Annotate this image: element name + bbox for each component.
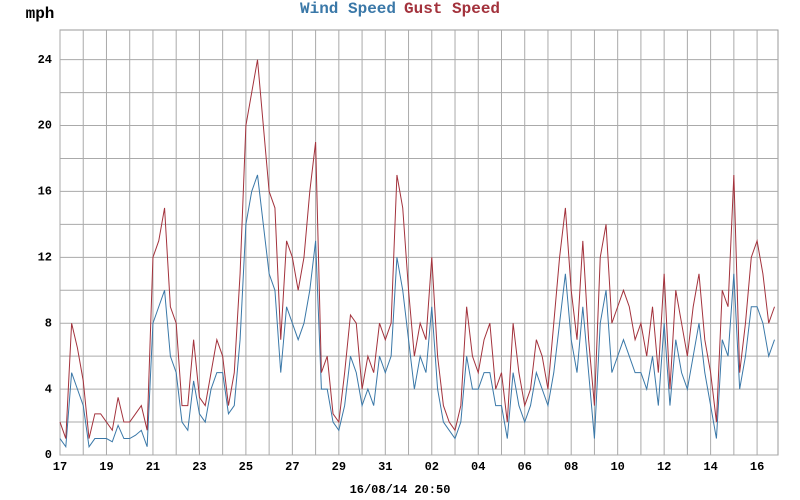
x-tick-label: 12	[657, 460, 671, 474]
y-tick-label: 24	[38, 53, 52, 67]
y-tick-label: 20	[38, 119, 52, 133]
x-tick-label: 14	[703, 460, 717, 474]
y-tick-label: 16	[38, 185, 52, 199]
chart-title: Wind Speed Gust Speed	[300, 0, 500, 18]
x-tick-label: 25	[239, 460, 253, 474]
legend-entry: Gust Speed	[404, 0, 500, 18]
legend-entry: Wind Speed	[300, 0, 396, 18]
plot-area	[59, 29, 779, 456]
x-tick-label: 16	[750, 460, 764, 474]
y-tick-label: 0	[45, 448, 52, 462]
y-tick-label: 4	[45, 382, 52, 396]
y-tick-label: 8	[45, 316, 52, 330]
x-tick-label: 19	[99, 460, 113, 474]
x-tick-label: 06	[518, 460, 532, 474]
x-tick-label: 10	[610, 460, 624, 474]
y-tick-label: 12	[38, 250, 52, 264]
x-tick-label: 31	[378, 460, 392, 474]
timestamp: 16/08/14 20:50	[350, 483, 451, 497]
x-tick-label: 21	[146, 460, 160, 474]
x-tick-label: 02	[425, 460, 439, 474]
x-tick-label: 27	[285, 460, 299, 474]
x-tick-label: 04	[471, 460, 485, 474]
series-line	[59, 174, 775, 449]
x-tick-label: 08	[564, 460, 578, 474]
x-tick-label: 29	[332, 460, 346, 474]
series-line	[59, 59, 775, 439]
x-tick-label: 23	[192, 460, 206, 474]
x-tick-label: 17	[53, 460, 67, 474]
y-axis-label: mph	[26, 5, 55, 23]
